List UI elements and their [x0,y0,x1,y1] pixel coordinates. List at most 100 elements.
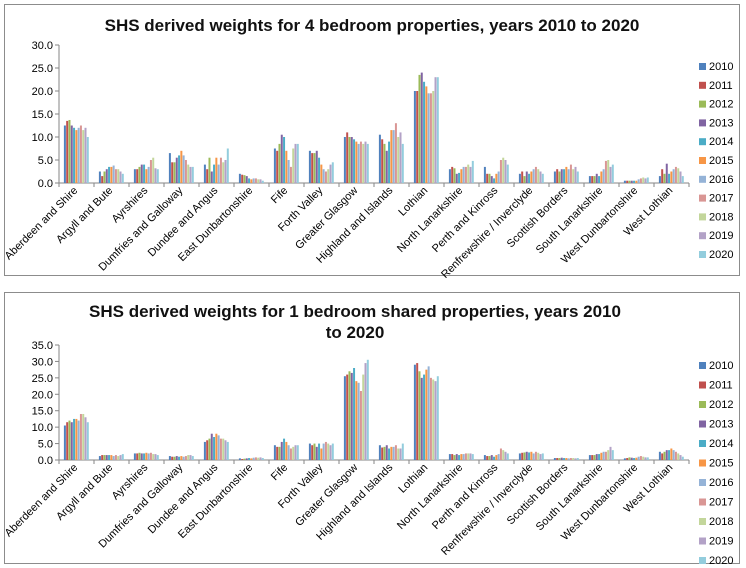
bar [346,374,349,460]
bar [219,157,222,183]
bar [609,166,612,183]
bar [75,418,78,460]
legend-label: 2015 [709,155,733,167]
bar [133,169,136,183]
bar [569,164,572,183]
bar [355,141,358,183]
legend-swatch [699,381,706,389]
bar [289,448,292,460]
bar [324,441,327,460]
bar [315,150,318,183]
legend-label: 2019 [709,230,733,242]
legend-swatch [699,518,706,525]
bar [308,150,311,183]
bar [296,143,299,183]
bar [318,157,321,183]
bar [292,446,295,460]
bar [420,72,423,183]
bar [82,414,85,460]
bar [68,119,71,183]
bar [604,451,607,460]
bar [224,440,227,460]
bar [388,141,391,183]
bar [357,143,360,183]
bar [569,458,572,460]
bar [343,376,346,460]
bar [261,458,264,460]
bar [637,179,640,183]
bar [469,166,472,183]
bar [226,441,229,460]
y-tick-label: 0.0 [38,178,53,190]
bar [504,160,507,183]
bar [66,120,69,183]
bar [171,456,174,460]
bar [394,123,397,183]
legend-swatch [699,119,706,127]
bar [112,456,115,460]
bar [84,417,87,460]
bar [541,453,544,460]
bar [497,454,500,460]
legend-swatch [699,420,706,428]
legend-label: 2019 [709,536,733,548]
bar [105,169,108,183]
bar [462,166,465,183]
bar [173,162,176,183]
bar [392,446,395,460]
bar [469,453,472,460]
bar [327,443,330,460]
bar [436,376,439,460]
bar [66,422,69,460]
bar [82,130,85,183]
bar [390,130,393,183]
legend-swatch [699,138,706,146]
bar [147,166,150,183]
bar [537,452,540,460]
bar [591,176,594,183]
bar [250,179,253,183]
bar [560,457,563,460]
bar [425,369,428,460]
bar [595,454,598,460]
bar [294,445,297,460]
bar [73,418,76,460]
bar [119,455,122,460]
bar [611,164,614,183]
bar [518,453,521,460]
bar [598,176,601,183]
bar [259,179,262,183]
bar [523,176,526,183]
bar [105,455,108,460]
bar [366,143,369,183]
bar [493,178,496,183]
y-tick-label: 30.0 [32,356,53,368]
bar [73,127,76,183]
bar [423,81,426,183]
bar [248,458,251,460]
bar [434,381,437,460]
bar [350,372,353,460]
bar [418,74,421,183]
legend-label: 2011 [709,380,733,392]
bar [383,446,386,460]
bar [607,160,610,183]
bar [215,433,218,460]
bar [541,173,544,183]
legend-swatch [699,401,706,408]
bar [133,453,136,460]
bar [413,364,416,460]
bar [191,456,194,460]
bar [672,450,675,460]
bar [639,456,642,460]
bar [630,457,633,460]
bar [499,160,502,183]
bar [75,130,78,183]
bar [343,137,346,183]
x-tick-label: Lothian [396,185,430,219]
bar [63,425,66,460]
x-tick-label: North Lanarkshire [395,462,465,532]
bar [171,162,174,183]
